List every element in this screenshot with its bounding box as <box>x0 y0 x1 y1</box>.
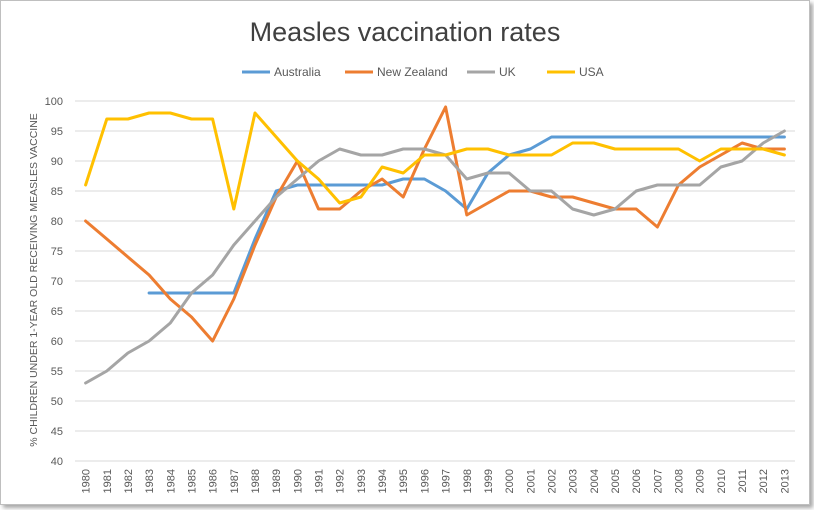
legend-label-usa: USA <box>579 65 604 79</box>
chart-title: Measles vaccination rates <box>250 17 561 47</box>
x-tick-label: 1986 <box>208 469 220 493</box>
x-tick-label: 1980 <box>81 469 93 493</box>
x-tick-label: 2005 <box>610 469 622 493</box>
y-tick-label: 40 <box>51 456 63 468</box>
line-chart: Measles vaccination rates Australia New Z… <box>28 17 795 493</box>
legend-label-australia: Australia <box>274 65 321 79</box>
x-tick-label: 1992 <box>335 469 347 493</box>
legend: Australia New Zealand UK USA <box>242 65 604 79</box>
x-tick-label: 1999 <box>483 469 495 493</box>
x-tick-label: 2002 <box>546 469 558 493</box>
x-tick-label: 2003 <box>568 469 580 493</box>
y-tick-label: 55 <box>51 366 63 378</box>
x-tick-label: 1997 <box>441 469 453 493</box>
x-tick-label: 2006 <box>631 469 643 493</box>
y-tick-label: 50 <box>51 396 63 408</box>
x-tick-label: 1985 <box>186 469 198 493</box>
legend-label-uk: UK <box>499 65 516 79</box>
x-tick-label: 1989 <box>271 469 283 493</box>
x-tick-label: 2008 <box>674 469 686 493</box>
y-tick-label: 60 <box>51 336 63 348</box>
series-lines <box>84 105 786 385</box>
y-tick-label: 100 <box>45 96 63 108</box>
y-tick-label: 70 <box>51 276 63 288</box>
x-tick-label: 1998 <box>462 469 474 493</box>
x-tick-label: 1983 <box>144 469 156 493</box>
x-tick-label: 1990 <box>292 469 304 493</box>
x-tick-label: 1995 <box>398 469 410 493</box>
x-tick-label: 1984 <box>165 469 177 493</box>
x-tick-label: 2004 <box>589 469 601 493</box>
x-tick-label: 2012 <box>758 469 770 493</box>
series-line-uk <box>84 129 786 385</box>
x-tick-label: 2001 <box>525 469 537 493</box>
x-tick-label: 1996 <box>419 469 431 493</box>
y-tick-label: 85 <box>51 186 63 198</box>
x-tick-label: 2009 <box>695 469 707 493</box>
y-tick-label: 80 <box>51 216 63 228</box>
series-line-usa <box>84 111 786 211</box>
x-axis-ticks: 1980 1981 1982 1983 1984 1985 1986 1987 1988 1989… <box>81 469 792 493</box>
x-tick-label: 1991 <box>314 469 326 493</box>
x-tick-label: 1982 <box>123 469 135 493</box>
x-tick-label: 2007 <box>652 469 664 493</box>
series-line-new-zealand <box>84 105 786 343</box>
x-tick-label: 2013 <box>779 469 791 493</box>
y-tick-label: 95 <box>51 126 63 138</box>
x-tick-label: 2010 <box>716 469 728 493</box>
y-tick-label: 45 <box>51 426 63 438</box>
legend-label-new-zealand: New Zealand <box>377 65 448 79</box>
y-tick-label: 75 <box>51 246 63 258</box>
y-tick-label: 90 <box>51 156 63 168</box>
x-tick-label: 1994 <box>377 469 389 493</box>
x-tick-label: 2000 <box>504 469 516 493</box>
y-tick-label: 65 <box>51 306 63 318</box>
y-axis-ticks: 40 45 50 55 60 65 70 75 80 85 90 95 100 <box>45 96 63 468</box>
x-tick-label: 1993 <box>356 469 368 493</box>
x-tick-label: 2011 <box>737 469 749 493</box>
x-tick-label: 1981 <box>102 469 114 493</box>
x-tick-label: 1988 <box>250 469 262 493</box>
y-axis-label: % CHILDREN UNDER 1-YEAR OLD RECEIVING ME… <box>28 113 40 447</box>
x-tick-label: 1987 <box>229 469 241 493</box>
